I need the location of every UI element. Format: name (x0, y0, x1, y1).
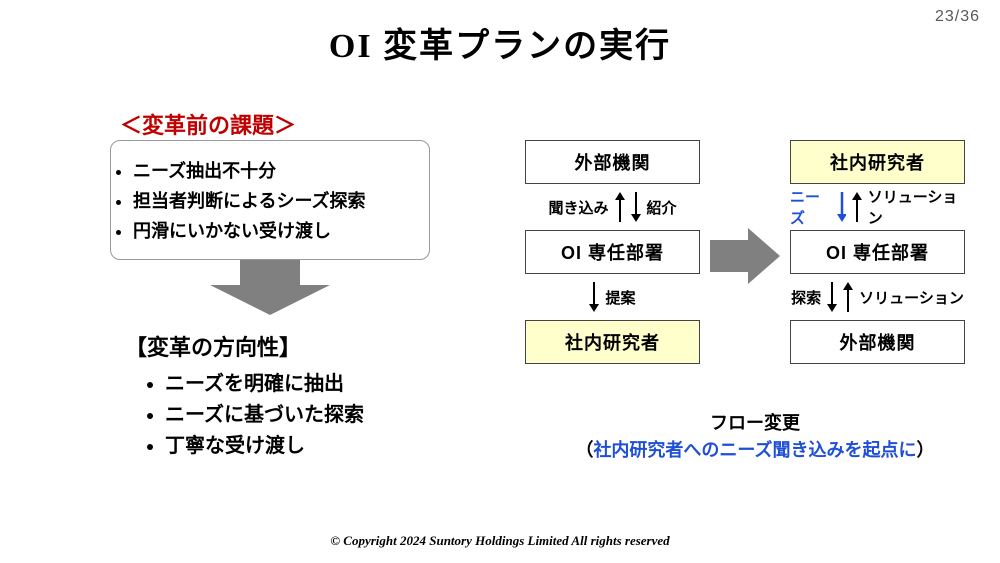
right-arrow-icon (710, 228, 780, 284)
copyright: © Copyright 2024 Suntory Holdings Limite… (0, 533, 1000, 549)
direction-header: 【変革の方向性】 (125, 330, 301, 362)
direction-item: 丁寧な受け渡し (165, 429, 364, 458)
down-arrow-icon (589, 282, 599, 312)
flow-node-highlight: 社内研究者 (790, 140, 965, 184)
arrow-label: 探索 (791, 287, 821, 308)
flow-change-caption: フロー変更 （社内研究者へのニーズ聞き込みを起点に） (535, 410, 975, 464)
flow-after: 社内研究者 ニーズ ソリューション OI 専任部署 探索 ソリューション 外部機… (790, 140, 965, 364)
flow-node: OI 専任部署 (525, 230, 700, 274)
flow-arrow-row: 提案 (525, 274, 700, 320)
flow-change-line2: （社内研究者へのニーズ聞き込みを起点に） (535, 437, 975, 464)
flow-node: OI 専任部署 (790, 230, 965, 274)
arrow-label: 紹介 (647, 197, 677, 218)
flow-arrow-row: ニーズ ソリューション (790, 184, 965, 230)
up-arrow-icon (615, 192, 625, 222)
arrow-label: ソリューション (868, 186, 965, 228)
direction-item: ニーズを明確に抽出 (165, 367, 364, 396)
down-arrow-icon (827, 282, 837, 312)
flow-before: 外部機関 聞き込み 紹介 OI 専任部署 提案 社内研究者 (525, 140, 700, 364)
issues-item: ニーズ抽出不十分 (133, 157, 415, 183)
paren-open: （ (575, 440, 593, 460)
up-arrow-icon (843, 282, 853, 312)
issues-box: ニーズ抽出不十分 担当者判断によるシーズ探索 円滑にいかない受け渡し (110, 140, 430, 260)
direction-list: ニーズを明確に抽出 ニーズに基づいた探索 丁寧な受け渡し (165, 365, 364, 460)
issues-item: 担当者判断によるシーズ探索 (133, 187, 415, 213)
paren-close: ） (917, 440, 935, 460)
flow-change-body: 社内研究者へのニーズ聞き込みを起点に (593, 440, 916, 460)
direction-item: ニーズに基づいた探索 (165, 398, 364, 427)
flow-node: 外部機関 (525, 140, 700, 184)
issues-header: ＜変革前の課題＞ (120, 108, 296, 140)
flow-node: 外部機関 (790, 320, 965, 364)
issues-item: 円滑にいかない受け渡し (133, 217, 415, 243)
arrow-label-needs: ニーズ (790, 186, 831, 228)
slide-title: OI 変革プランの実行 (0, 18, 1000, 67)
flow-change-line1: フロー変更 (535, 410, 975, 437)
arrow-label: ソリューション (859, 287, 964, 308)
down-arrow-icon (631, 192, 641, 222)
down-arrow-icon (837, 192, 846, 222)
flow-node-highlight: 社内研究者 (525, 320, 700, 364)
arrow-label: 提案 (605, 287, 635, 308)
down-arrow-icon (210, 260, 330, 315)
arrow-label: 聞き込み (548, 197, 608, 218)
flow-arrow-row: 探索 ソリューション (790, 274, 965, 320)
flow-arrow-row: 聞き込み 紹介 (525, 184, 700, 230)
up-arrow-icon (852, 192, 861, 222)
